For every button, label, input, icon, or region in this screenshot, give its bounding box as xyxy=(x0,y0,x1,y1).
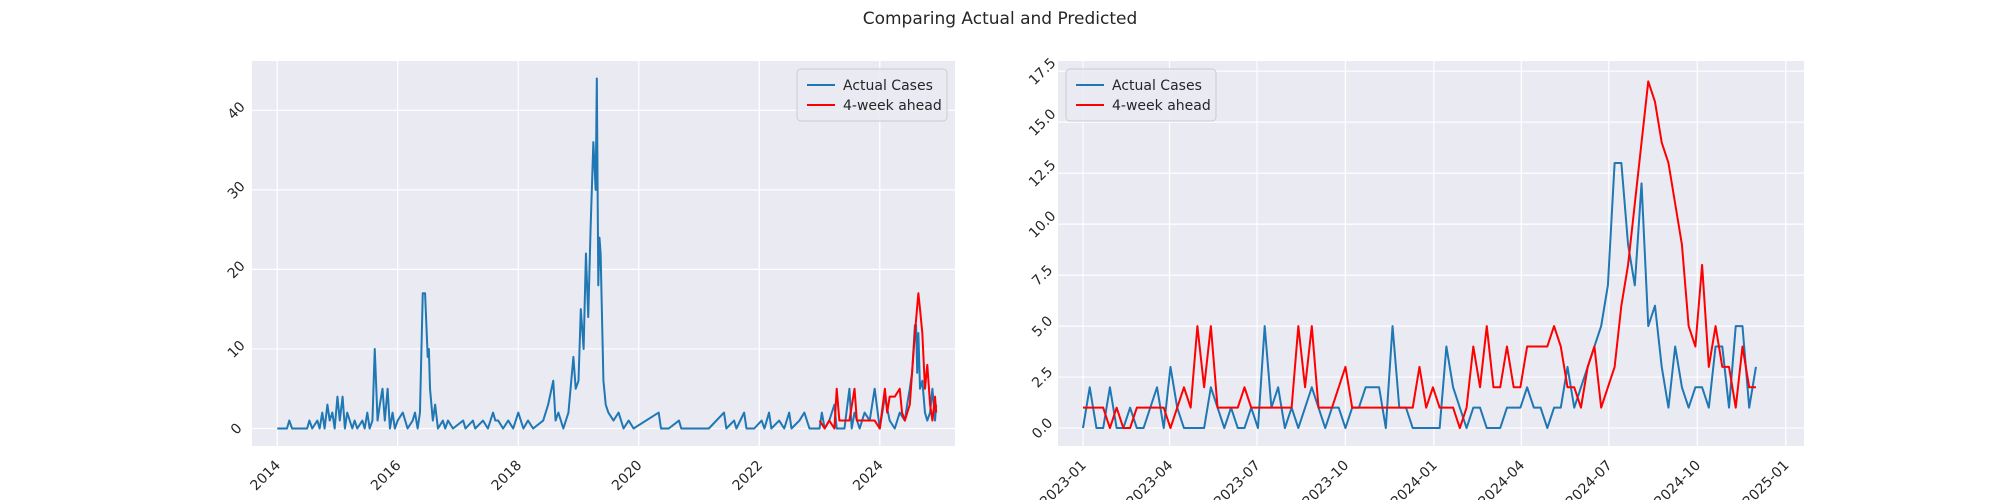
series-line-4-week-ahead xyxy=(818,292,938,430)
figure-title: Comparing Actual and Predicted xyxy=(863,9,1138,29)
legend: Actual Cases 4-week ahead xyxy=(1065,68,1217,122)
series-line-actual-cases xyxy=(1082,161,1757,430)
legend-label: 4-week ahead xyxy=(843,98,942,114)
series-line-4-week-ahead xyxy=(1082,80,1756,430)
plot-area xyxy=(1058,61,1804,446)
gridlines xyxy=(252,61,955,446)
legend-label: 4-week ahead xyxy=(1112,98,1211,114)
legend-frame xyxy=(796,68,948,122)
legend: Actual Cases 4-week ahead xyxy=(796,68,948,122)
series-line-actual-cases xyxy=(277,77,938,430)
legend-label: Actual Cases xyxy=(1112,78,1202,94)
legend-label: Actual Cases xyxy=(843,78,933,94)
legend-frame xyxy=(1065,68,1217,122)
